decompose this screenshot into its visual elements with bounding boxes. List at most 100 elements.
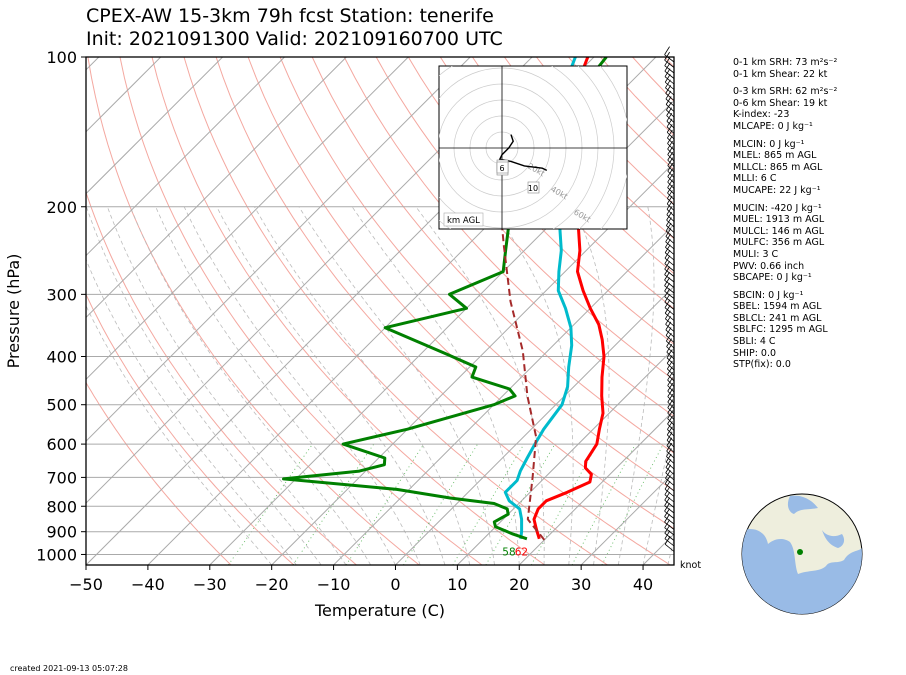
wind-barb xyxy=(664,481,675,497)
dry-adiabat xyxy=(87,57,420,565)
wind-barb xyxy=(667,371,675,387)
moist-adiabat xyxy=(86,304,272,565)
wind-barb xyxy=(666,201,675,217)
wind-barb xyxy=(667,179,675,195)
dry-adiabat xyxy=(247,57,674,530)
index-srh-1km: 0-1 km SRH: 73 m²s⁻² xyxy=(733,57,838,68)
moist-adiabat xyxy=(617,206,655,565)
x-tick-label: −50 xyxy=(69,575,103,594)
wind-barb xyxy=(664,74,675,90)
chart-title-line2: Init: 2021091300 Valid: 202109160700 UTC xyxy=(86,28,503,50)
wind-barb xyxy=(667,162,675,178)
y-tick-label: 300 xyxy=(46,285,77,304)
wind-barb xyxy=(667,399,675,415)
dry-adiabat xyxy=(439,57,674,310)
surface-label-1: 62 xyxy=(515,546,528,558)
wind-barb xyxy=(664,249,675,266)
isotherm xyxy=(580,471,674,565)
moist-adiabat xyxy=(572,206,610,565)
wind-barb xyxy=(664,508,675,525)
mixing-ratio-line xyxy=(530,443,598,565)
wind-barb xyxy=(665,90,675,107)
y-tick-label: 100 xyxy=(46,48,77,67)
wind-barb xyxy=(664,266,675,283)
dry-adiabat xyxy=(183,57,608,565)
moist-adiabat xyxy=(155,206,396,565)
y-tick-label: 200 xyxy=(46,198,77,217)
dry-adiabat xyxy=(471,57,674,275)
isotherm xyxy=(333,223,674,565)
wind-unit-label: knot xyxy=(680,560,702,571)
wind-barb xyxy=(667,135,675,151)
wind-barb xyxy=(666,349,675,365)
index-mucape: MUCAPE: 22 J kg⁻¹ xyxy=(733,184,821,196)
wind-barb xyxy=(667,404,675,420)
moist-adiabat xyxy=(351,206,520,565)
index-sbcape: SBCAPE: 0 J kg⁻¹ xyxy=(733,272,812,284)
wind-barb xyxy=(667,388,675,404)
dry-adiabat xyxy=(375,57,674,381)
wind-barb xyxy=(664,502,675,519)
wind-barb xyxy=(665,85,675,101)
wind-barb xyxy=(666,343,675,360)
moist-adiabat xyxy=(86,258,297,565)
wind-barb xyxy=(664,46,675,63)
wind-barb xyxy=(664,486,675,503)
wind-barb xyxy=(666,355,675,371)
wind-barb xyxy=(667,415,675,431)
surface-label-0: 58 xyxy=(502,546,515,558)
wind-barb xyxy=(667,146,675,162)
hodograph: 20kt40kt60kt80kt13610km AGL xyxy=(438,65,628,230)
isotherm xyxy=(457,347,674,565)
created-timestamp: created 2021-09-13 05:07:28 xyxy=(10,664,128,673)
wind-barb xyxy=(666,124,675,140)
isotherm xyxy=(86,57,471,442)
wind-barb xyxy=(667,184,675,200)
isotherm xyxy=(86,57,223,195)
wind-barb xyxy=(664,255,675,272)
wind-barb xyxy=(666,437,675,453)
chart-title-line1: CPEX-AW 15-3km 79h fcst Station: tenerif… xyxy=(86,5,494,27)
index-sbel: SBEL: 1594 m AGL xyxy=(733,301,822,313)
y-tick-label: 900 xyxy=(46,523,77,542)
wind-barb xyxy=(666,101,675,118)
moist-adiabat xyxy=(86,206,322,565)
index-shear-6km: 0-6 km Shear: 19 kt xyxy=(733,97,828,109)
dry-adiabat xyxy=(86,381,232,565)
isotherm xyxy=(395,285,674,565)
index-ship: SHIP: 0.0 xyxy=(733,347,777,359)
dry-adiabat xyxy=(311,57,674,454)
y-axis-label: Pressure (hPa) xyxy=(4,254,23,369)
wind-barb xyxy=(667,393,675,409)
wind-barb xyxy=(666,426,675,442)
index-mulfc: MULFC: 356 m AGL xyxy=(733,237,825,249)
index-sblcl: SBLCL: 241 m AGL xyxy=(733,312,822,324)
moist-adiabat xyxy=(642,418,674,565)
moist-adiabat xyxy=(183,206,421,565)
wind-barb xyxy=(666,107,675,123)
wind-barb xyxy=(666,206,675,222)
moist-adiabat xyxy=(130,206,372,565)
moist-adiabat xyxy=(254,206,471,565)
y-tick-label: 500 xyxy=(46,396,77,415)
index-mlcin: MLCIN: 0 J kg⁻¹ xyxy=(733,138,805,150)
wind-barb xyxy=(667,421,675,437)
wind-barb xyxy=(664,491,675,508)
index-sblfc: SBLFC: 1295 m AGL xyxy=(733,324,828,336)
wind-barb xyxy=(667,410,675,426)
wind-barb xyxy=(666,338,675,354)
index-mucin: MUCIN: -420 J kg⁻¹ xyxy=(733,202,822,214)
index-srh-3km: 0-3 km SRH: 62 m²s⁻² xyxy=(733,86,838,98)
wind-barb xyxy=(665,310,675,327)
index-mlli: MLLI: 6 C xyxy=(733,173,777,185)
dry-adiabat xyxy=(279,57,674,492)
wind-barb xyxy=(665,459,675,475)
y-tick-label: 800 xyxy=(46,497,77,516)
x-tick-label: 20 xyxy=(509,575,529,594)
wind-barb xyxy=(665,316,675,332)
hodograph-marker: 6 xyxy=(499,164,504,173)
mixing-ratio-line xyxy=(403,443,478,565)
wind-barb xyxy=(664,271,675,288)
x-tick-label: −10 xyxy=(317,575,351,594)
y-tick-label: 400 xyxy=(46,348,77,367)
